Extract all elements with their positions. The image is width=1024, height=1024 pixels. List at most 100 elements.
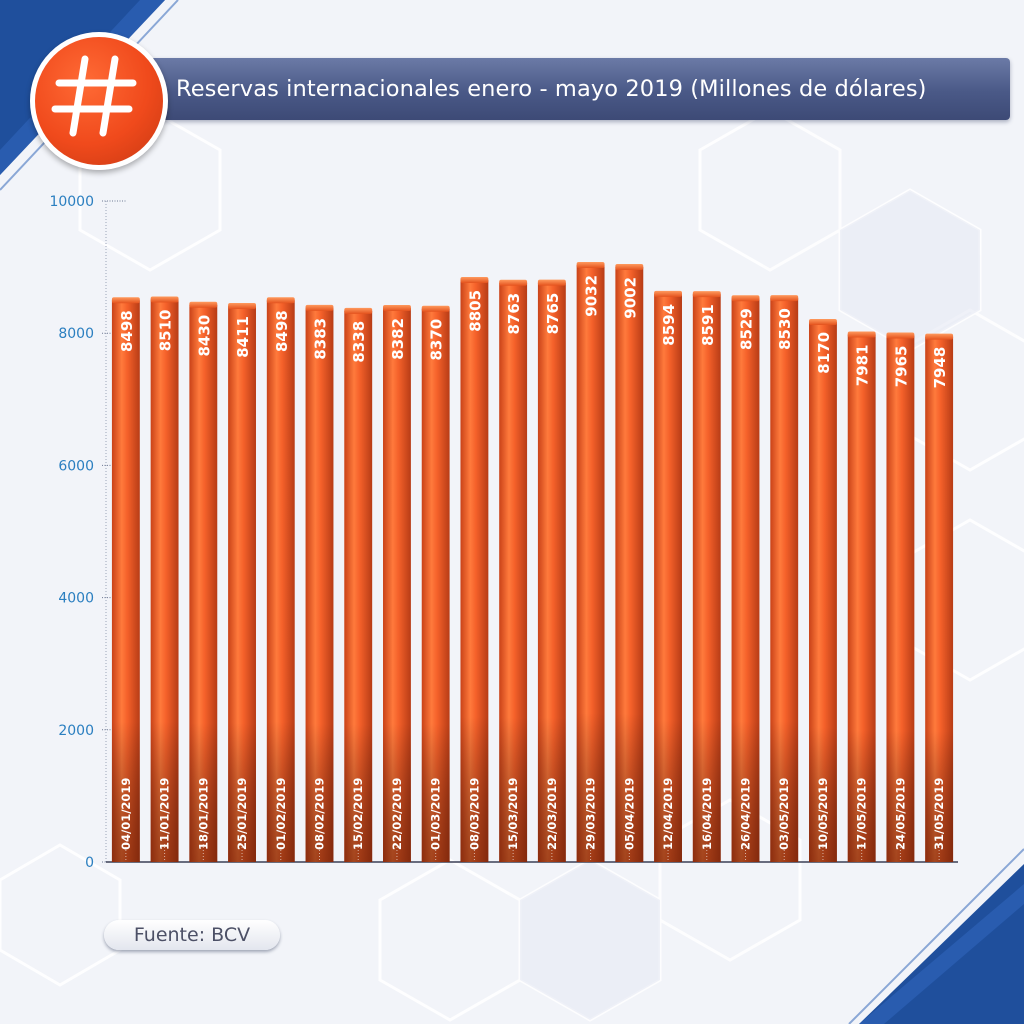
bar-group: 8805 08/03/2019 bbox=[460, 276, 489, 862]
bar-category-label: 03/05/2019 bbox=[777, 778, 791, 850]
bar-group: 9002 05/04/2019 bbox=[615, 263, 644, 863]
bar-category-label: 08/03/2019 bbox=[467, 778, 481, 850]
bar-value-label: 8498 bbox=[118, 310, 136, 352]
bar-category-label: 05/04/2019 bbox=[622, 778, 636, 850]
y-tick-label: 2000 bbox=[58, 723, 94, 739]
bar-cap bbox=[189, 301, 218, 308]
bar-cap bbox=[925, 333, 954, 340]
bar-value-label: 8591 bbox=[699, 304, 717, 346]
bar-shade bbox=[266, 300, 295, 862]
bar-value-label: 8430 bbox=[195, 315, 213, 357]
bar-category-label: 08/02/2019 bbox=[313, 778, 327, 850]
bar-cap bbox=[421, 305, 450, 312]
bar-group: 8765 22/03/2019 bbox=[537, 279, 566, 862]
bar-cap bbox=[770, 295, 799, 302]
bar-category-label: 10/05/2019 bbox=[816, 778, 830, 850]
bar-value-label: 8510 bbox=[157, 309, 175, 351]
bar-value-label: 8498 bbox=[273, 310, 291, 352]
bar-group: 7948 31/05/2019 bbox=[925, 333, 954, 862]
bar-cap bbox=[692, 291, 721, 298]
bar-value-label: 7948 bbox=[931, 347, 949, 389]
y-tick-label: 6000 bbox=[58, 458, 94, 474]
bar-value-label: 8594 bbox=[660, 304, 678, 346]
bar-value-label: 9002 bbox=[621, 277, 639, 319]
bar-group: 8338 15/02/2019 bbox=[344, 307, 373, 863]
bar-value-label: 8383 bbox=[312, 318, 330, 360]
y-tick-label: 0 bbox=[85, 855, 94, 871]
bar-shade bbox=[305, 307, 334, 863]
bar-group: 8529 26/04/2019 bbox=[731, 295, 760, 862]
bar-shade bbox=[189, 304, 218, 863]
bar-shade bbox=[886, 335, 915, 862]
bar-shade bbox=[383, 307, 411, 862]
y-tick-label: 10000 bbox=[49, 194, 94, 210]
bar-group: 7981 17/05/2019 bbox=[847, 331, 876, 862]
bar-category-label: 15/03/2019 bbox=[506, 778, 520, 850]
bar-shade bbox=[150, 299, 179, 862]
bar-category-label: 25/01/2019 bbox=[235, 778, 249, 850]
bar-cap bbox=[111, 297, 140, 304]
bar-group: 8530 03/05/2019 bbox=[770, 295, 799, 862]
bar-cap bbox=[809, 318, 837, 325]
bar-category-label: 12/04/2019 bbox=[661, 778, 675, 850]
bar-shade bbox=[499, 282, 528, 862]
bar-category-label: 24/05/2019 bbox=[893, 778, 907, 850]
bar-shade bbox=[731, 298, 760, 862]
bar-cap bbox=[731, 295, 760, 302]
bar-shade bbox=[344, 310, 373, 863]
chart-title: Reservas internacionales enero - mayo 20… bbox=[176, 76, 927, 102]
bar-value-label: 8765 bbox=[544, 293, 562, 335]
bar-value-label: 8529 bbox=[738, 308, 756, 350]
bar-group: 8383 08/02/2019 bbox=[305, 304, 334, 863]
bar-cap bbox=[615, 263, 644, 270]
bar-shade bbox=[576, 264, 605, 862]
bar-group: 8170 10/05/2019 bbox=[809, 318, 837, 862]
bar-category-label: 01/02/2019 bbox=[274, 778, 288, 850]
bar-shade bbox=[847, 334, 876, 862]
bar-category-label: 31/05/2019 bbox=[932, 778, 946, 850]
bar-value-label: 8763 bbox=[505, 293, 523, 335]
bar-shade bbox=[809, 321, 837, 862]
bar-group: 7965 24/05/2019 bbox=[886, 332, 915, 862]
bar-value-label: 8411 bbox=[234, 316, 252, 358]
bar-group: 8370 01/03/2019 bbox=[421, 305, 450, 862]
bar-cap bbox=[150, 296, 179, 303]
bar-group: 8594 12/04/2019 bbox=[654, 290, 682, 862]
bar-shade bbox=[770, 298, 799, 862]
bar-group: 8510 11/01/2019 bbox=[150, 296, 179, 862]
bar-value-label: 7981 bbox=[854, 344, 872, 386]
bar-group: 8498 01/02/2019 bbox=[266, 297, 295, 862]
bar-category-label: 29/03/2019 bbox=[584, 778, 598, 850]
bar-group: 8382 22/02/2019 bbox=[383, 304, 411, 862]
bar-cap bbox=[654, 290, 682, 297]
y-tick-label: 8000 bbox=[58, 326, 94, 342]
bar-value-label: 8170 bbox=[815, 332, 833, 374]
bar-category-label: 04/01/2019 bbox=[119, 778, 133, 850]
bar-group: 8430 18/01/2019 bbox=[189, 301, 218, 863]
bar-shade bbox=[111, 300, 140, 862]
bars: 8498 04/01/2019 8510 11/01/2019 8430 18/01/20… bbox=[111, 261, 954, 863]
bar-shade bbox=[615, 266, 644, 863]
bar-category-label: 15/02/2019 bbox=[351, 778, 365, 850]
title-bar: Reservas internacionales enero - mayo 20… bbox=[150, 58, 1010, 120]
bar-value-label: 8530 bbox=[776, 308, 794, 350]
bar-value-label: 8370 bbox=[428, 319, 446, 361]
bar-value-label: 8805 bbox=[466, 290, 484, 332]
bar-cap bbox=[499, 279, 528, 286]
bar-category-label: 26/04/2019 bbox=[739, 778, 753, 850]
bar-value-label: 8382 bbox=[389, 318, 407, 360]
bar-group: 8411 25/01/2019 bbox=[228, 303, 256, 862]
bar-cap bbox=[383, 304, 411, 311]
bar-group: 8498 04/01/2019 bbox=[111, 297, 140, 862]
bar-shade bbox=[421, 308, 450, 862]
bar-cap bbox=[847, 331, 876, 338]
bar-shade bbox=[228, 306, 256, 862]
bar-category-label: 17/05/2019 bbox=[855, 778, 869, 850]
bar-cap bbox=[266, 297, 295, 304]
bar-shade bbox=[460, 279, 489, 862]
bar-shade bbox=[925, 336, 954, 862]
bar-cap bbox=[576, 261, 605, 268]
bar-group: 8591 16/04/2019 bbox=[692, 291, 721, 862]
